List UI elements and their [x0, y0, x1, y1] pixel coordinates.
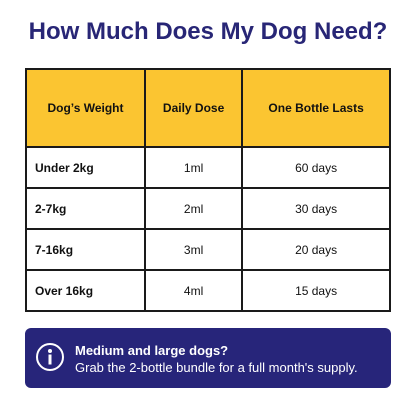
table-row: Over 16kg 4ml 15 days — [25, 269, 391, 312]
table-cell: 1ml — [143, 146, 244, 189]
table-cell: 2-7kg — [25, 187, 146, 230]
table-row: 7-16kg 3ml 20 days — [25, 228, 391, 271]
table-cell: Under 2kg — [25, 146, 146, 189]
table-cell: Over 16kg — [25, 269, 146, 312]
table-cell: 20 days — [241, 228, 391, 271]
table-row: 2-7kg 2ml 30 days — [25, 187, 391, 230]
table-cell: 15 days — [241, 269, 391, 312]
column-header: Dog’s Weight — [25, 68, 146, 148]
info-banner: Medium and large dogs? Grab the 2-bottle… — [25, 328, 391, 388]
table-cell: 60 days — [241, 146, 391, 189]
table-cell: 2ml — [143, 187, 244, 230]
table-body: Under 2kg 1ml 60 days 2-7kg 2ml 30 days 7-16kg… — [25, 146, 391, 312]
column-header: Daily Dose — [143, 68, 244, 148]
banner-text: Grab the 2-bottle bundle for a full mont… — [75, 360, 358, 375]
info-icon — [36, 343, 64, 371]
table-row: Under 2kg 1ml 60 days — [25, 146, 391, 189]
table-cell: 3ml — [143, 228, 244, 271]
table-cell: 30 days — [241, 187, 391, 230]
title: How Much Does My Dog Need? — [28, 18, 388, 45]
table-cell: 7-16kg — [25, 228, 146, 271]
column-header: One Bottle Lasts — [241, 68, 391, 148]
header-row: Dog’s Weight Daily Dose One Bottle Lasts — [25, 68, 391, 148]
dose-table: Dog’s Weight Daily Dose One Bottle Lasts U… — [25, 68, 391, 312]
banner-heading: Medium and large dogs? — [75, 343, 229, 358]
table-cell: 4ml — [143, 269, 244, 312]
